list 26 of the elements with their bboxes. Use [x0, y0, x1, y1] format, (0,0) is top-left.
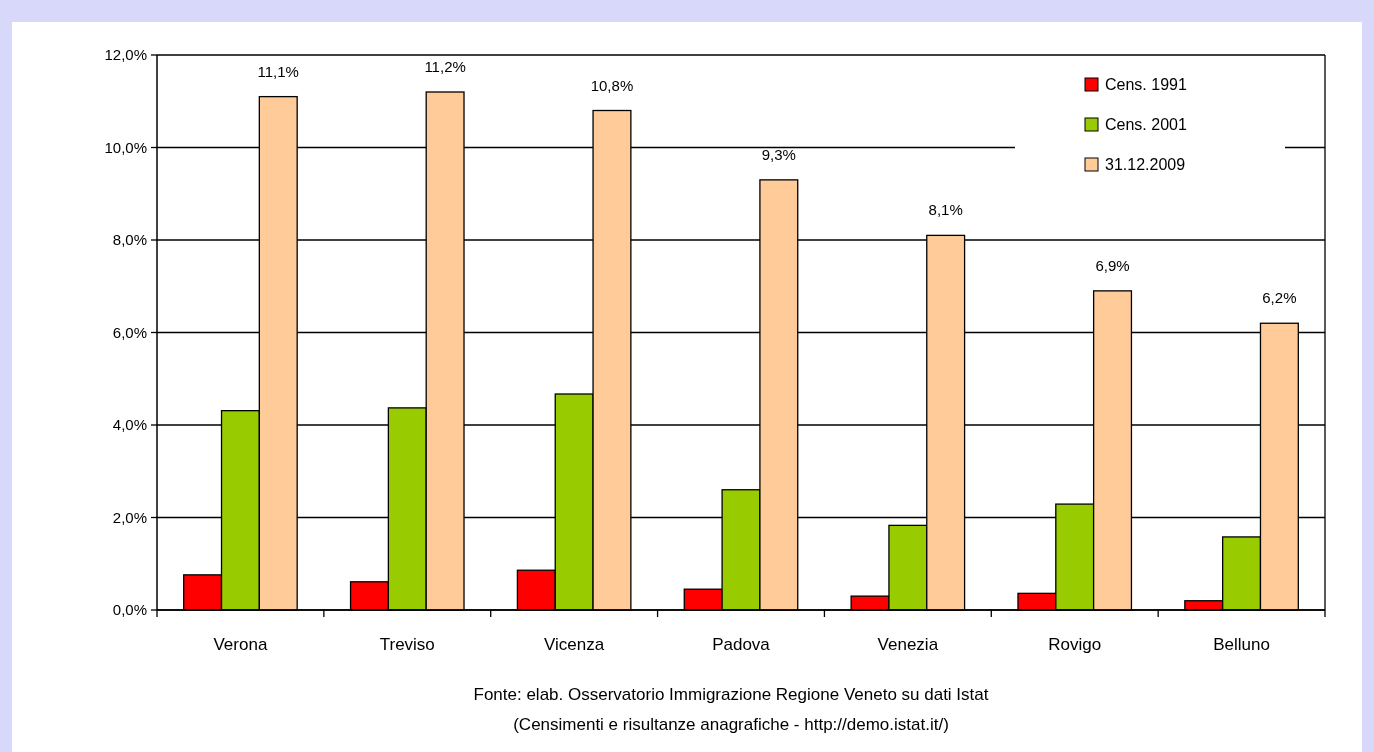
data-label: 6,9% — [1095, 256, 1130, 274]
data-label: 8,1% — [928, 201, 963, 219]
data-label: 11,1% — [257, 62, 299, 80]
data-label: 10,8% — [590, 76, 634, 94]
x-tick-label: Verona — [213, 635, 268, 654]
y-tick-label: 10,0% — [104, 138, 147, 156]
y-tick-label: 6,0% — [112, 323, 147, 341]
data-label: 6,2% — [1262, 289, 1297, 307]
text: (Censimenti e risultanze anagrafiche - http://demo.istat.it/) — [513, 715, 949, 734]
x-tick-label: Belluno — [1213, 635, 1270, 654]
x-tick-label: Padova — [712, 635, 771, 654]
y-tick-label: 12,0% — [104, 46, 147, 64]
legend-label: Cens. 1991 — [1105, 76, 1187, 93]
x-tick-label: Treviso — [379, 635, 435, 654]
data-label: 9,3% — [761, 145, 796, 163]
legend-label: 31.12.2009 — [1105, 156, 1186, 173]
source-note: Fonte: elab. Osservatorio Immigrazione Regione Veneto su dati Istat — [473, 685, 989, 704]
x-tick-label: Vicenza — [544, 635, 605, 654]
y-tick-label: 4,0% — [112, 416, 147, 434]
x-tick-label: Rovigo — [1048, 635, 1102, 654]
legend-label: Cens. 2001 — [1105, 116, 1187, 133]
x-tick-label: Venezia — [877, 635, 939, 654]
y-tick-label: 8,0% — [112, 231, 147, 249]
y-tick-label: 2,0% — [112, 508, 147, 526]
y-tick-label: 0,0% — [112, 601, 147, 619]
data-label: 11,2% — [424, 58, 466, 75]
